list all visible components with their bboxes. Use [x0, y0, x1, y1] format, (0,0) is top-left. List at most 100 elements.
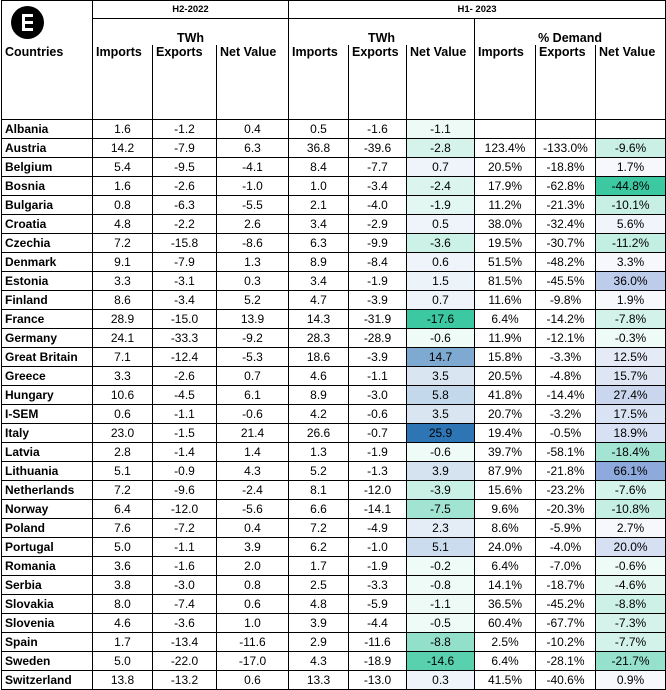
- exports-pct-demand: -40.6%: [535, 670, 596, 690]
- imports-2022: 8.6: [92, 290, 153, 310]
- exports-pct-demand: -32.4%: [535, 214, 596, 234]
- imports-2022: 6.4: [92, 499, 153, 519]
- imports-2022: 5.1: [92, 461, 153, 481]
- exports-2023: -0.7: [348, 423, 407, 443]
- exports-2022: -9.5: [152, 157, 217, 177]
- country-name: Netherlands: [1, 480, 93, 500]
- exports-2023: -0.6: [348, 404, 407, 424]
- imports-pct-demand: 38.0%: [474, 214, 536, 234]
- col-header-imports: Imports: [288, 45, 349, 65]
- net-pct-demand: -7.8%: [594, 309, 666, 329]
- table-row: Slovenia 4.6 -3.6 1.0 3.9 -4.4 -0.5 60.4% -67.7%…: [1, 613, 666, 633]
- table-row: Bulgaria 0.8 -6.3 -5.5 2.1 -4.0 -1.9 11.2% -21.3…: [1, 195, 666, 215]
- net-value-2022: 4.3: [216, 461, 289, 481]
- country-name: Austria: [1, 138, 93, 158]
- net-pct-demand: 2.7%: [594, 518, 666, 538]
- exports-pct-demand: -3.3%: [535, 347, 596, 367]
- net-value-2022: -1.0: [216, 176, 289, 196]
- net-pct-demand: -4.6%: [594, 575, 666, 595]
- imports-2023: 8.9: [288, 252, 349, 272]
- exports-2022: -9.6: [152, 480, 217, 500]
- country-name: Portugal: [1, 537, 93, 557]
- exports-2022: -1.1: [152, 404, 217, 424]
- exports-2023: -1.0: [348, 537, 407, 557]
- imports-2022: 3.3: [92, 366, 153, 386]
- net-value-2023: -0.6: [406, 442, 475, 462]
- net-value-2022: -9.2: [216, 328, 289, 348]
- net-pct-demand: -0.6%: [594, 556, 666, 576]
- imports-pct-demand: 19.4%: [474, 423, 536, 443]
- imports-pct-demand: 8.6%: [474, 518, 536, 538]
- imports-2023: 6.3: [288, 233, 349, 253]
- table-row: Albania 1.6 -1.2 0.4 0.5 -1.6 -1.1: [1, 119, 666, 139]
- col-header-net-value: Net Value: [216, 45, 289, 65]
- logo-cell: [1, 0, 93, 45]
- imports-2022: 28.9: [92, 309, 153, 329]
- unit-header-twh-2023: TWh: [288, 18, 475, 45]
- country-name: Serbia: [1, 575, 93, 595]
- net-value-2023: 0.7: [406, 290, 475, 310]
- imports-pct-demand: 6.4%: [474, 309, 536, 329]
- country-name: I-SEM: [1, 404, 93, 424]
- exports-2023: -1.9: [348, 271, 407, 291]
- period-header-h1-2023: H1- 2023: [287, 0, 666, 19]
- table-row: Estonia 3.3 -3.1 0.3 3.4 -1.9 1.5 81.5% -45.5% 36…: [1, 271, 666, 291]
- net-pct-demand: 20.0%: [594, 537, 666, 557]
- net-value-2022: 2.0: [216, 556, 289, 576]
- country-name: Lithuania: [1, 461, 93, 481]
- exports-2023: -12.0: [348, 480, 407, 500]
- imports-pct-demand: 60.4%: [474, 613, 536, 633]
- exports-2023: -8.4: [348, 252, 407, 272]
- exports-2023: -1.1: [348, 366, 407, 386]
- imports-2023: 7.2: [288, 518, 349, 538]
- imports-2023: 2.5: [288, 575, 349, 595]
- net-value-2022: 0.4: [216, 119, 289, 139]
- imports-2022: 1.6: [92, 119, 153, 139]
- net-value-2023: -0.6: [406, 328, 475, 348]
- imports-pct-demand: 41.8%: [474, 385, 536, 405]
- exports-2022: -13.4: [152, 632, 217, 652]
- net-value-2023: -1.1: [406, 119, 475, 139]
- exports-2023: -3.9: [348, 347, 407, 367]
- exports-2023: -31.9: [348, 309, 407, 329]
- imports-2022: 7.2: [92, 480, 153, 500]
- table-row: I-SEM 0.6 -1.1 -0.6 4.2 -0.6 3.5 20.7% -3.2% 17.5…: [1, 404, 666, 424]
- country-name: Norway: [1, 499, 93, 519]
- exports-pct-demand: -133.0%: [535, 138, 596, 158]
- col-header-imports: Imports: [474, 45, 536, 65]
- table-row: Sweden 5.0 -22.0 -17.0 4.3 -18.9 -14.6 6.4% -28.…: [1, 651, 666, 671]
- imports-pct-demand: 11.9%: [474, 328, 536, 348]
- exports-2022: -4.5: [152, 385, 217, 405]
- net-value-2022: 3.9: [216, 537, 289, 557]
- exports-2022: -13.2: [152, 670, 217, 690]
- exports-pct-demand: -4.8%: [535, 366, 596, 386]
- country-name: Slovakia: [1, 594, 93, 614]
- net-value-2023: -2.4: [406, 176, 475, 196]
- imports-2022: 8.0: [92, 594, 153, 614]
- net-value-2023: -3.6: [406, 233, 475, 253]
- imports-2023: 8.9: [288, 385, 349, 405]
- imports-2023: 6.6: [288, 499, 349, 519]
- imports-2023: 8.1: [288, 480, 349, 500]
- exports-2023: -4.4: [348, 613, 407, 633]
- imports-2022: 13.8: [92, 670, 153, 690]
- imports-pct-demand: 51.5%: [474, 252, 536, 272]
- imports-pct-demand: 15.8%: [474, 347, 536, 367]
- net-pct-demand: 0.9%: [594, 670, 666, 690]
- exports-pct-demand: -10.2%: [535, 632, 596, 652]
- net-value-2023: 5.1: [406, 537, 475, 557]
- net-pct-demand: 3.3%: [594, 252, 666, 272]
- country-name: Poland: [1, 518, 93, 538]
- net-value-2023: -17.6: [406, 309, 475, 329]
- net-value-2023: -7.5: [406, 499, 475, 519]
- imports-pct-demand: 11.6%: [474, 290, 536, 310]
- country-name: Finland: [1, 290, 93, 310]
- net-pct-demand: -21.7%: [594, 651, 666, 671]
- table-row: Great Britain 7.1 -12.4 -5.3 18.6 -3.9 14.7 15.…: [1, 347, 666, 367]
- exports-2022: -3.4: [152, 290, 217, 310]
- exports-pct-demand: -4.0%: [535, 537, 596, 557]
- table-row: Italy 23.0 -1.5 21.4 26.6 -0.7 25.9 19.4% -0.5% 1…: [1, 423, 666, 443]
- imports-2023: 8.4: [288, 157, 349, 177]
- imports-pct-demand: 19.5%: [474, 233, 536, 253]
- imports-2023: 5.2: [288, 461, 349, 481]
